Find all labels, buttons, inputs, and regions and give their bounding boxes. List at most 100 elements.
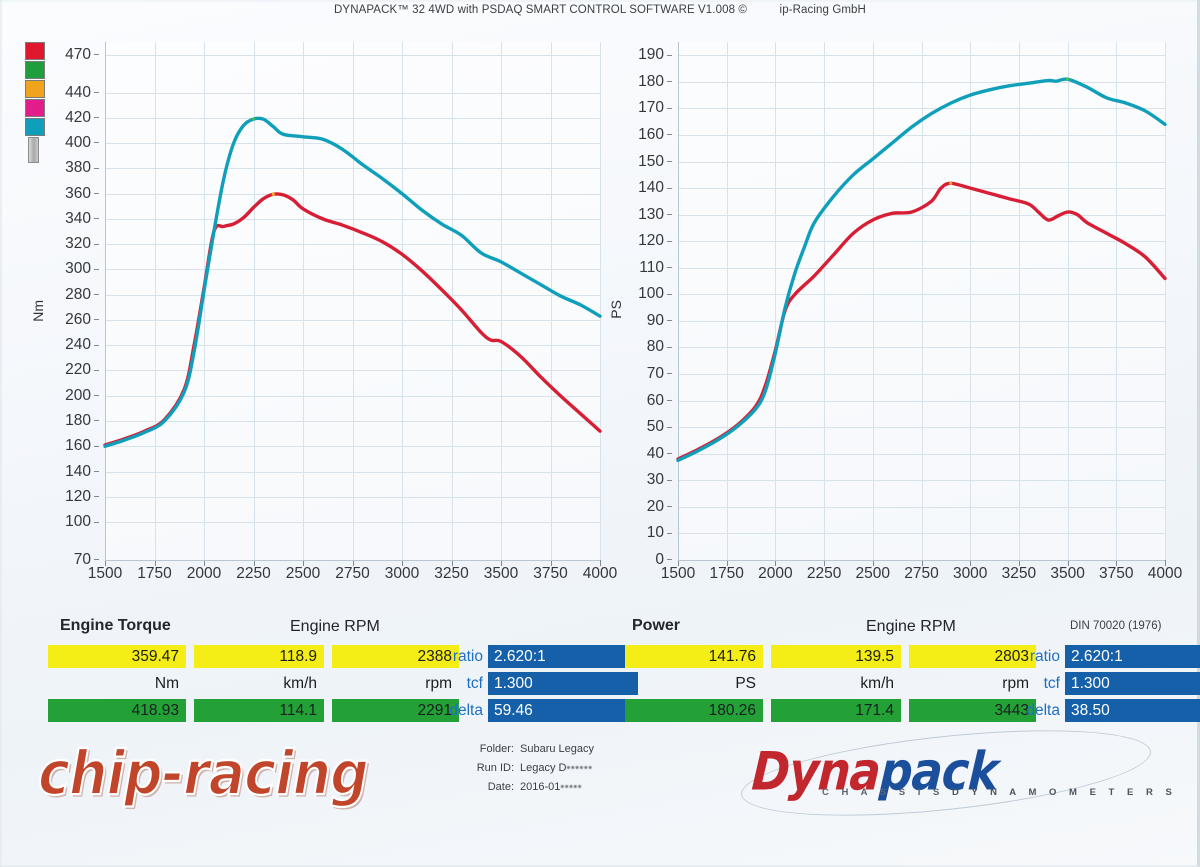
x-axis-tickmark-2500 bbox=[872, 560, 874, 566]
delta-value[interactable]: 38.50 bbox=[1065, 699, 1200, 722]
x-axis-tickmark-4000 bbox=[600, 560, 601, 566]
grid-line-vertical bbox=[550, 42, 552, 560]
run-color-orange-swatch[interactable] bbox=[25, 80, 45, 98]
grid-line-vertical bbox=[1067, 42, 1069, 560]
y-axis-tick-220: 220 bbox=[65, 361, 99, 379]
x-axis-tickmark-3000 bbox=[402, 560, 403, 566]
y-axis-tick-100: 100 bbox=[65, 513, 99, 531]
dynapack-logo-subtitle: C H A S S I S D Y N A M O M E T E R S bbox=[822, 787, 1177, 798]
y-axis-tick-80: 80 bbox=[647, 338, 672, 356]
y-axis-tick-200: 200 bbox=[65, 387, 99, 405]
grid-line-vertical bbox=[1165, 42, 1166, 560]
y-axis-tick-180: 180 bbox=[65, 412, 99, 430]
software-title: DYNAPACK™ 32 4WD with PSDAQ SMART CONTRO… bbox=[334, 4, 747, 16]
x-axis-tick-2250: 2250 bbox=[236, 565, 271, 582]
grid-line-vertical bbox=[824, 42, 826, 560]
x-axis-tick-2500: 2500 bbox=[285, 565, 321, 582]
grid-line-vertical bbox=[970, 42, 972, 560]
run-color-cyan-swatch[interactable] bbox=[25, 118, 45, 136]
caption-engine-rpm-right: Engine RPM bbox=[866, 618, 956, 635]
peak-marker bbox=[1066, 77, 1070, 81]
run-color-legend[interactable] bbox=[25, 42, 47, 163]
meta-runid: Run ID: Legacy D•••••• bbox=[462, 759, 594, 778]
folder-label: Folder: bbox=[479, 743, 514, 755]
unit-rpm: rpm bbox=[425, 675, 452, 692]
y-axis-tick-190: 190 bbox=[638, 46, 672, 64]
unit-torque: Nm bbox=[154, 675, 179, 692]
y-axis-tick-20: 20 bbox=[647, 498, 672, 516]
x-axis-tick-3750: 3750 bbox=[533, 565, 568, 582]
y-axis-tick-470: 470 bbox=[65, 46, 99, 64]
run-color-red-swatch[interactable] bbox=[25, 42, 45, 60]
curve-run-1-stock[interactable] bbox=[676, 181, 1167, 461]
y-axis-tick-120: 120 bbox=[638, 232, 672, 250]
y-axis-tick-400: 400 bbox=[65, 134, 99, 152]
run-color-green-swatch[interactable] bbox=[25, 61, 45, 79]
tcf-value[interactable]: 1.300 bbox=[1065, 672, 1200, 695]
power-plot-area[interactable]: 0 10 20 30 40 50 60 70 80 90 100 110 120 130 140 150 160… bbox=[638, 42, 1182, 582]
tcf-label: tcf bbox=[466, 675, 483, 692]
y-axis-tick-160: 160 bbox=[65, 437, 99, 455]
x-axis-tickmark-1750 bbox=[154, 560, 156, 566]
x-axis-tick-1500: 1500 bbox=[87, 565, 123, 582]
x-axis-tickmark-3500 bbox=[501, 560, 502, 566]
ratio-label: ratio bbox=[1029, 648, 1060, 665]
curve-run-2-tuned[interactable] bbox=[676, 77, 1167, 463]
y-axis-tick-150: 150 bbox=[638, 153, 672, 171]
torque-plot-area[interactable]: 70 100 120 140 160 180 200 220 240 260 280 300 320 34… bbox=[65, 42, 617, 582]
grid-line-vertical bbox=[402, 42, 403, 560]
folder-value: Subaru Legacy bbox=[520, 743, 594, 755]
run1-torque-value: 359.47 bbox=[48, 645, 186, 668]
x-axis-tickmark-2250 bbox=[824, 560, 826, 566]
run2-speed-value: 171.4 bbox=[771, 699, 901, 722]
x-axis-tickmark-3250 bbox=[451, 560, 453, 566]
y-axis-tick-110: 110 bbox=[639, 259, 672, 277]
tcf-value[interactable]: 1.300 bbox=[488, 672, 638, 695]
curve-run-2-tuned[interactable] bbox=[103, 116, 602, 448]
x-axis-tick-1500: 1500 bbox=[660, 565, 696, 582]
y-axis-tick-0: 0 bbox=[655, 551, 672, 569]
y-axis-tick-240: 240 bbox=[65, 336, 99, 354]
grid-line-vertical bbox=[775, 42, 777, 560]
y-axis-tick-70: 70 bbox=[74, 551, 99, 569]
grid-line-vertical bbox=[1116, 42, 1118, 560]
grid-line-vertical bbox=[726, 42, 728, 560]
y-axis-tick-140: 140 bbox=[638, 179, 672, 197]
y-axis-tick-130: 130 bbox=[638, 206, 672, 224]
x-axis-tick-3000: 3000 bbox=[384, 565, 420, 582]
tcf-field: tcf 1.300 bbox=[1044, 672, 1200, 695]
y-axis-tick-320: 320 bbox=[65, 235, 99, 253]
grid-line-vertical bbox=[204, 42, 205, 560]
scrollbar-thumb[interactable] bbox=[28, 137, 39, 163]
curve-layer bbox=[676, 77, 1167, 463]
ratio-value[interactable]: 2.620:1 bbox=[488, 645, 638, 668]
run2-rpm-value: 2291 bbox=[332, 699, 459, 722]
meta-date: Date: 2016-01••••• bbox=[462, 778, 594, 797]
dynapack-sub-dynamometers: D Y N A M O M E T E R S bbox=[952, 787, 1177, 798]
engine-torque-chart: 70 100 120 140 160 180 200 220 240 260 280 300 320 34… bbox=[55, 36, 617, 588]
x-axis-tickmark-2250 bbox=[253, 560, 255, 566]
x-axis-tickmark-2750 bbox=[352, 560, 354, 566]
run2-power-value: 180.26 bbox=[625, 699, 763, 722]
x-axis-tickmark-3500 bbox=[1067, 560, 1069, 566]
delta-value[interactable]: 59.46 bbox=[488, 699, 638, 722]
scan-edge-bottom bbox=[0, 865, 1200, 867]
curve-run-1-stock[interactable] bbox=[103, 192, 602, 447]
scan-edge-left bbox=[0, 0, 2, 867]
run-color-magenta-swatch[interactable] bbox=[25, 99, 45, 117]
x-axis-tick-3250: 3250 bbox=[1001, 565, 1037, 582]
caption-power: Power bbox=[632, 617, 681, 634]
x-axis-tickmark-1500 bbox=[105, 560, 106, 566]
grid-line-vertical bbox=[921, 42, 923, 560]
run1-speed-value: 118.9 bbox=[194, 645, 324, 668]
tcf-label: tcf bbox=[1043, 675, 1060, 692]
power-chart: 0 10 20 30 40 50 60 70 80 90 100 110 120 130 140 150 160… bbox=[630, 36, 1182, 588]
ratio-value[interactable]: 2.620:1 bbox=[1065, 645, 1200, 668]
delta-field: delta 38.50 bbox=[1026, 699, 1200, 722]
x-axis-tick-1750: 1750 bbox=[709, 565, 744, 582]
x-axis-tickmark-1500 bbox=[678, 560, 679, 566]
y-axis-tick-380: 380 bbox=[65, 159, 99, 177]
x-axis-tickmark-3250 bbox=[1018, 560, 1020, 566]
caption-din-standard: DIN 70020 (1976) bbox=[1070, 620, 1162, 632]
